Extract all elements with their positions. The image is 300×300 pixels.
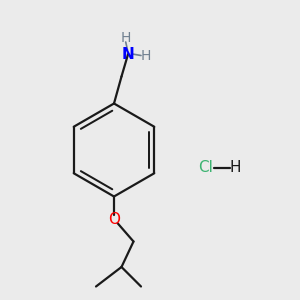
Text: H: H — [230, 160, 241, 175]
Text: H: H — [121, 32, 131, 45]
Text: H: H — [140, 49, 151, 62]
Text: O: O — [108, 212, 120, 226]
Text: N: N — [122, 46, 134, 62]
Text: Cl: Cl — [198, 160, 213, 175]
